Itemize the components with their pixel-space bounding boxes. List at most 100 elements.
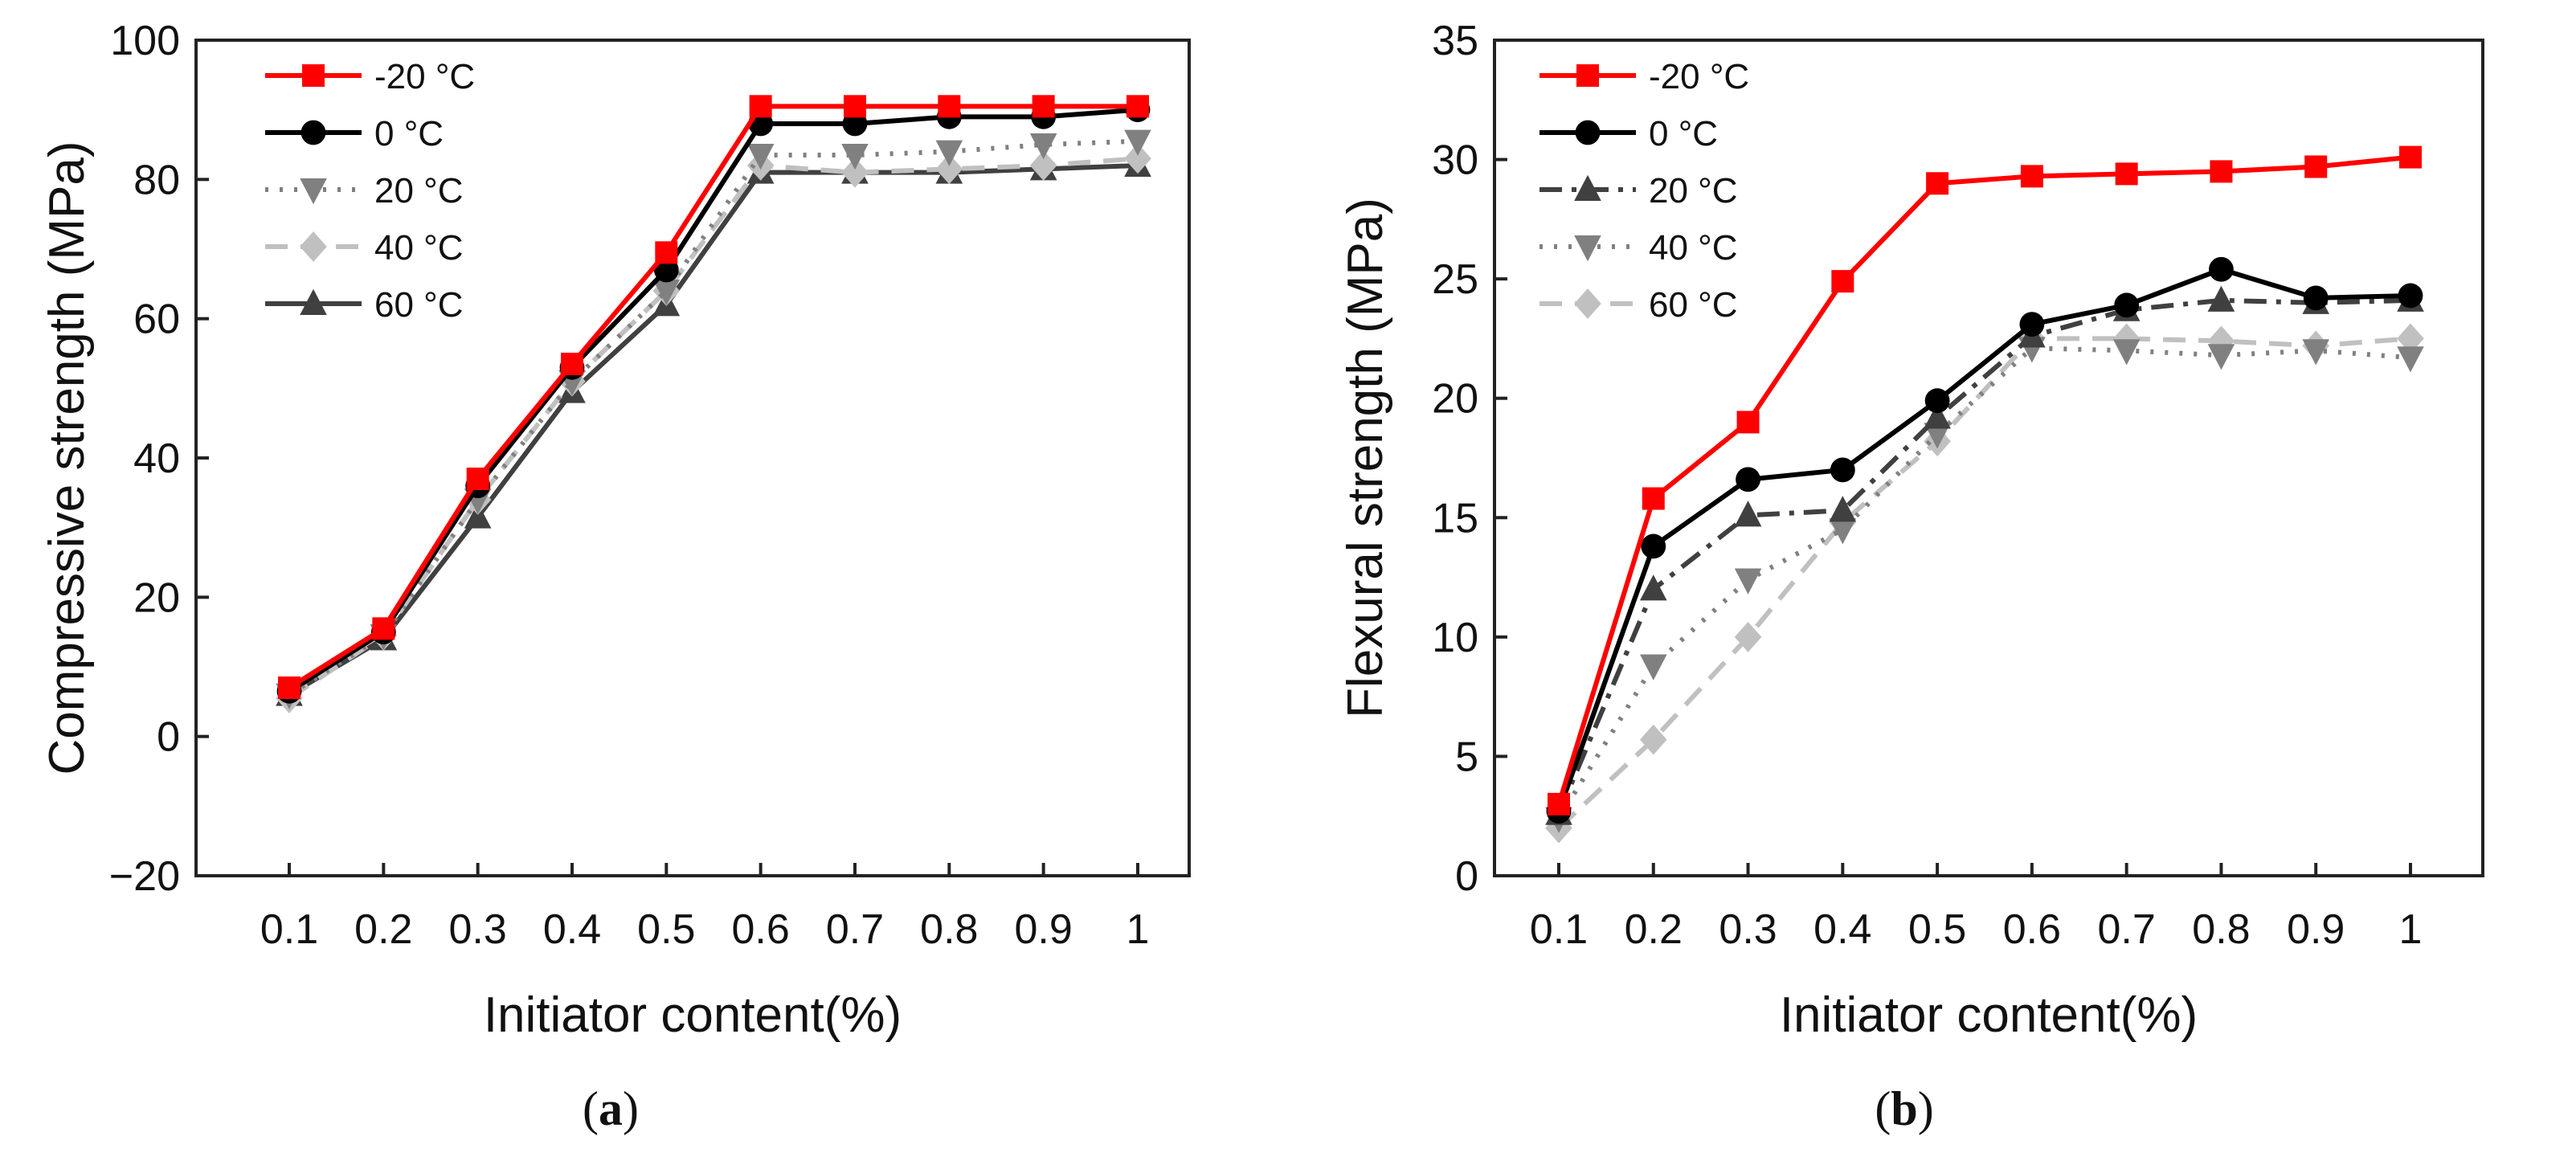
legend-item: 40 °C	[265, 228, 464, 268]
y-tick-label: 35	[1432, 18, 1478, 64]
data-point	[278, 676, 301, 699]
legend-label: 0 °C	[1649, 114, 1718, 153]
x-tick-label: 0.2	[1625, 906, 1683, 953]
legend-label: 40 °C	[1649, 228, 1738, 268]
data-point	[2210, 160, 2233, 183]
data-point	[2019, 312, 2045, 337]
data-point	[2207, 285, 2235, 312]
x-tick-label: 0.5	[637, 906, 695, 953]
legend-item: 60 °C	[265, 285, 464, 325]
data-point	[841, 144, 869, 170]
series-line	[1556, 154, 2411, 805]
legend-label: -20 °C	[1649, 57, 1749, 96]
legend-label: 20 °C	[374, 171, 464, 211]
data-point	[841, 157, 869, 188]
data-point	[1831, 270, 1854, 293]
y-tick-label: 15	[1432, 495, 1478, 542]
data-point	[1924, 423, 1951, 449]
x-tick-label: 0.6	[2003, 906, 2061, 953]
data-point	[1548, 792, 1570, 815]
data-point	[1736, 467, 1760, 493]
data-point	[2115, 162, 2138, 186]
data-point	[2397, 346, 2424, 373]
data-point	[1124, 129, 1151, 156]
y-tick-label: 5	[1455, 734, 1478, 780]
data-point	[938, 95, 961, 118]
x-tick-label: 0.6	[732, 906, 790, 953]
data-point	[1124, 143, 1151, 174]
x-tick-label: 0.2	[354, 906, 412, 953]
legend-item: 20 °C	[1539, 171, 1738, 211]
series-line	[1556, 267, 2411, 812]
y-tick-label: 0	[157, 714, 180, 761]
y-tick-label: 80	[133, 157, 180, 203]
x-tick-label: 0.4	[543, 906, 601, 953]
series-line	[1556, 336, 2411, 830]
data-point	[655, 241, 678, 264]
data-point	[2114, 292, 2140, 318]
x-tick-label: 0.7	[826, 906, 884, 953]
data-point	[2398, 283, 2423, 309]
series-line	[288, 156, 1139, 701]
series-20C	[276, 129, 1151, 709]
panel-label: b	[1891, 1082, 1917, 1135]
data-point	[1736, 411, 1760, 434]
panel-caption: (a)	[583, 1082, 639, 1135]
data-point	[2209, 256, 2234, 282]
x-tick-label: 0.8	[920, 906, 978, 953]
data-point	[1924, 403, 1951, 429]
data-point	[1029, 150, 1057, 181]
data-point	[2020, 165, 2043, 188]
legend-label: -20 °C	[374, 57, 475, 96]
x-tick-label: 0.1	[260, 906, 318, 953]
legend-item: 0 °C	[1539, 114, 1718, 153]
series-40C	[1545, 337, 2424, 833]
x-tick-label: 0.9	[1015, 906, 1073, 953]
series-line	[288, 104, 1138, 690]
data-point	[749, 95, 772, 118]
data-point	[1830, 457, 1855, 483]
legend-marker	[1574, 288, 1601, 319]
x-tick-label: 0.3	[1719, 906, 1777, 953]
chart-b-flexural-strength: 0 5 10 15 20 25 30 35 0.1 0.2 0.3 0.4 0.5 0.6 0.7 0.8 0.…	[1338, 18, 2484, 1135]
y-tick-label: −20	[109, 853, 180, 900]
legend-item: 60 °C	[1539, 285, 1738, 325]
data-point	[466, 468, 489, 490]
y-tick-label: 25	[1432, 256, 1478, 303]
data-point	[746, 144, 775, 170]
x-tick-label: 0.9	[2287, 906, 2345, 953]
data-point	[2304, 155, 2328, 178]
y-tick-label: 20	[133, 574, 180, 621]
data-point	[1924, 388, 1950, 414]
legend: -20 °C 0 °C 20 °C 40 °C 60 °C	[1539, 57, 1749, 325]
data-point	[1642, 487, 1665, 510]
y-tick-label: 40	[133, 435, 180, 482]
panel-caption: (b)	[1875, 1082, 1933, 1135]
legend-item: -20 °C	[265, 57, 475, 96]
legend-label: 20 °C	[1649, 171, 1738, 211]
chart-a-compressive-strength: −20 0 20 40 60 80 100 0.1 0.2 0.3 0.4 0.5 0.6 0.7 0.8 0…	[39, 18, 1191, 1135]
y-tick-label: 100	[110, 18, 180, 64]
data-point	[1734, 568, 1762, 595]
legend-marker	[1574, 174, 1601, 201]
series--20C	[278, 95, 1149, 699]
panel-label: a	[599, 1082, 623, 1135]
data-point	[1639, 574, 1667, 601]
data-point	[561, 353, 583, 375]
data-point	[652, 280, 681, 306]
data-point	[1029, 133, 1057, 160]
series-0C	[1546, 256, 2423, 824]
data-point	[1641, 533, 1666, 559]
legend-marker	[301, 120, 326, 145]
data-point	[844, 95, 866, 118]
legend-item: 0 °C	[265, 114, 444, 153]
x-tick-label: 0.1	[1530, 906, 1588, 953]
x-axis-label: Initiator content(%)	[1780, 987, 2198, 1043]
series-20C	[1545, 285, 2424, 825]
y-axis-label: Compressive strength (MPa)	[39, 141, 95, 775]
legend-marker	[1576, 64, 1599, 87]
series-line	[1556, 297, 2411, 815]
data-point	[935, 153, 963, 185]
x-tick-label: 0.3	[449, 906, 507, 953]
